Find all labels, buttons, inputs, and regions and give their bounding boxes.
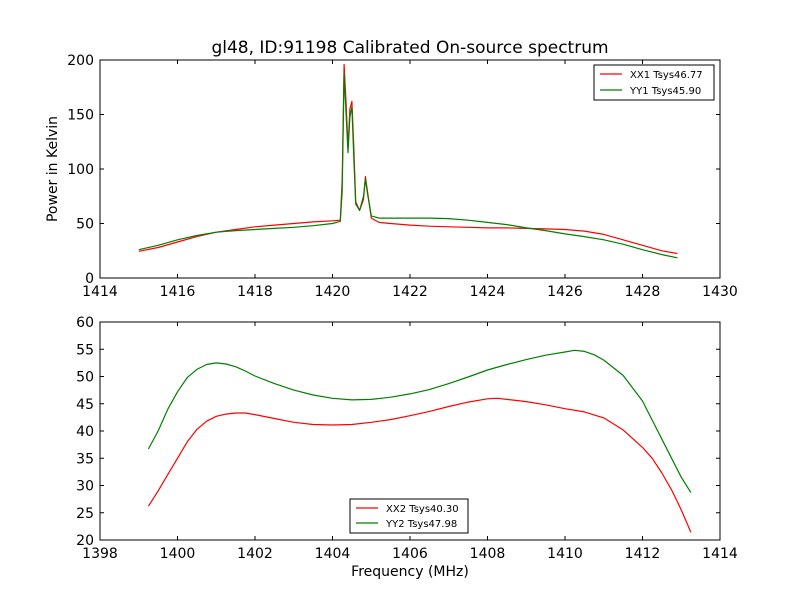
chart-bottom-ticks: 1398 1400 1402 1404 1406 1408 1410 1412 1414 20 25… <box>76 315 738 562</box>
chart-top-series <box>138 63 678 259</box>
chart-bottom-xtick-label: 1398 <box>82 546 118 562</box>
chart-bottom-xtick-label: 1404 <box>315 546 351 562</box>
chart-top-ytick-label: 100 <box>67 162 94 178</box>
chart-top-ticks: 1414 1416 1418 1420 1422 1424 1426 1428 1430 0 50 1… <box>67 53 738 300</box>
chart-bottom-ytick-label: 20 <box>76 533 94 549</box>
chart-top-xtick-label: 1430 <box>702 284 738 300</box>
chart-bottom-series <box>147 349 692 533</box>
chart-bottom-ytick-label: 25 <box>76 506 94 522</box>
chart-top-ytick-label: 0 <box>85 271 94 287</box>
chart-top: gl48, ID:91198 Calibrated On-source spec… <box>45 38 738 300</box>
chart-top-legend: XX1 Tsys46.77 YY1 Tsys45.90 <box>593 64 715 101</box>
chart-bottom-xtick-label: 1406 <box>392 546 428 562</box>
chart-top-ytick-label: 50 <box>76 217 94 233</box>
chart-top-xtick-label: 1416 <box>160 284 196 300</box>
chart-top-xtick-label: 1414 <box>82 284 118 300</box>
chart-bottom-legend-label-yy2: YY2 Tsys47.98 <box>385 519 457 530</box>
chart-top-legend-label-xx1: XX1 Tsys46.77 <box>630 70 703 81</box>
chart-top-xtick-label: 1422 <box>392 284 428 300</box>
chart-bottom-ytick-label: 40 <box>76 424 94 440</box>
chart-top-ytick-label: 200 <box>67 53 94 69</box>
chart-bottom-xtick-label: 1400 <box>160 546 196 562</box>
chart-bottom-xtick-label: 1414 <box>702 546 738 562</box>
chart-top-xtick-label: 1420 <box>315 284 351 300</box>
chart-bottom-ytick-label: 50 <box>76 370 94 386</box>
chart-bottom-series-yy2-line <box>147 349 692 493</box>
chart-bottom-legend-box <box>349 498 469 534</box>
chart-bottom: Frequency (MHz) 1398 1400 1402 1404 1406 1408… <box>76 315 738 580</box>
chart-top-legend-label-yy1: YY1 Tsys45.90 <box>629 86 701 97</box>
chart-bottom-series-xx2-line <box>147 397 692 533</box>
chart-top-xtick-label: 1418 <box>237 284 273 300</box>
chart-bottom-ytick-label: 45 <box>76 397 94 413</box>
chart-bottom-ytick-label: 30 <box>76 479 94 495</box>
chart-top-frame <box>99 59 721 279</box>
chart-top-xtick-label: 1426 <box>547 284 583 300</box>
chart-top-title: gl48, ID:91198 Calibrated On-source spec… <box>211 38 608 58</box>
chart-bottom-ytick-label: 60 <box>76 315 94 331</box>
chart-bottom-frame <box>99 321 721 541</box>
chart-top-ylabel: Power in Kelvin <box>45 116 61 222</box>
chart-bottom-ytick-label: 35 <box>76 451 94 467</box>
chart-bottom-ytick-label: 55 <box>76 342 94 358</box>
chart-top-xtick-label: 1428 <box>625 284 661 300</box>
chart-top-series-yy1-line <box>138 72 678 259</box>
chart-top-legend-box <box>593 64 715 101</box>
chart-bottom-xtick-label: 1410 <box>547 546 583 562</box>
chart-top-xtick-label: 1424 <box>470 284 506 300</box>
chart-bottom-xlabel: Frequency (MHz) <box>351 564 469 580</box>
chart-bottom-legend: XX2 Tsys40.30 YY2 Tsys47.98 <box>349 498 469 534</box>
chart-bottom-legend-label-xx2: XX2 Tsys40.30 <box>386 504 459 515</box>
chart-bottom-xtick-label: 1408 <box>470 546 506 562</box>
chart-top-ytick-label: 150 <box>67 108 94 124</box>
chart-bottom-xtick-label: 1412 <box>625 546 661 562</box>
chart-bottom-xtick-label: 1402 <box>237 546 273 562</box>
